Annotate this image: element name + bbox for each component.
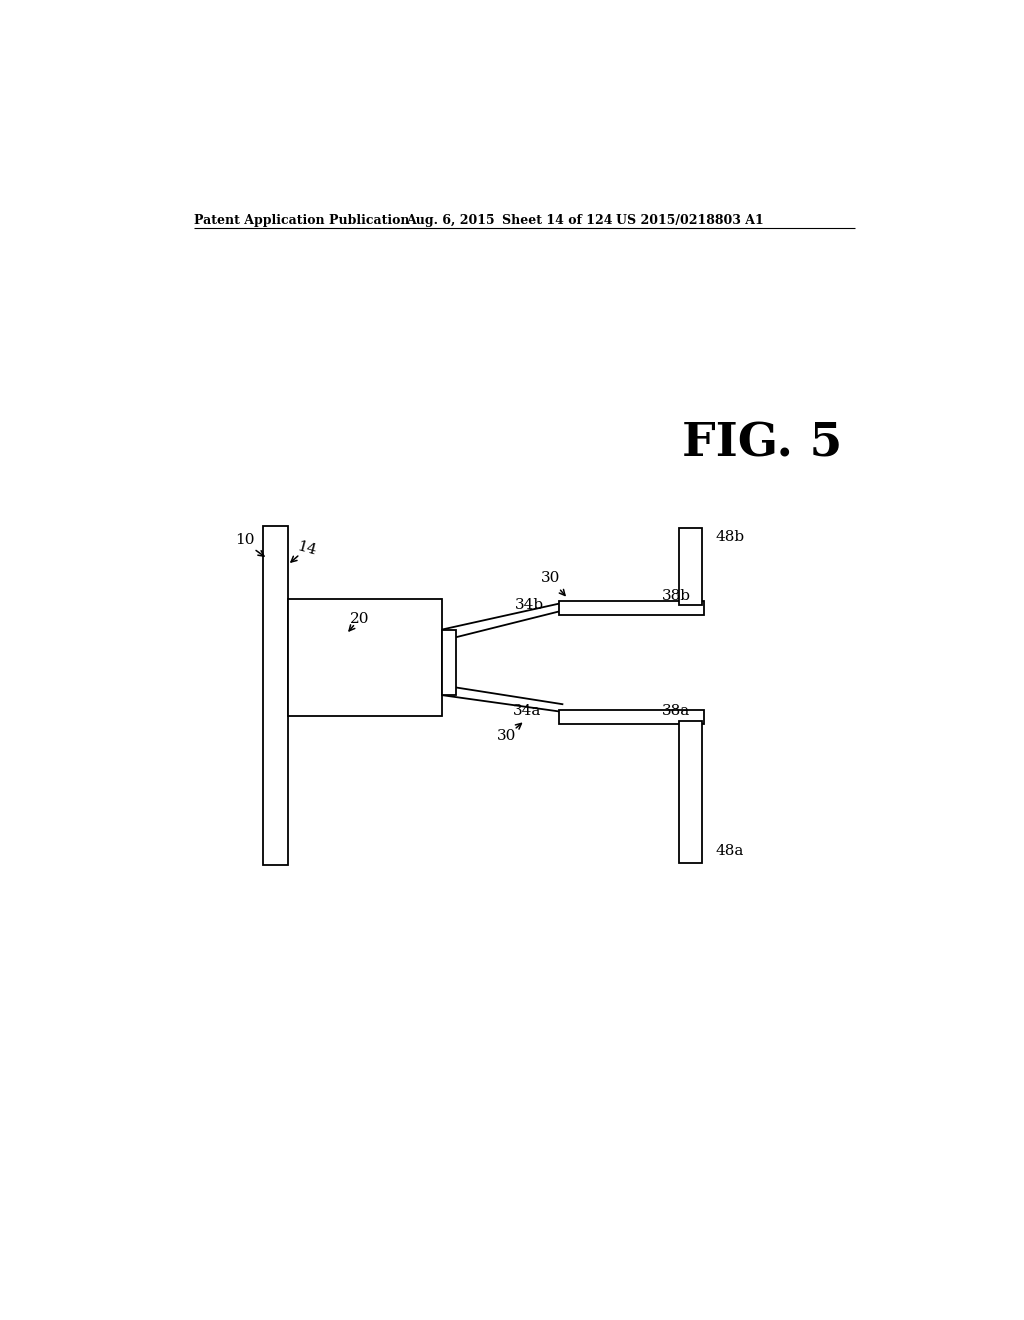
Bar bbox=[559, 601, 705, 615]
Text: 48a: 48a bbox=[716, 845, 744, 858]
Text: 20: 20 bbox=[350, 612, 370, 626]
Text: 38a: 38a bbox=[662, 705, 690, 718]
Bar bbox=[263, 527, 288, 866]
Bar bbox=[288, 599, 441, 715]
Text: 30: 30 bbox=[542, 572, 561, 585]
Text: 38b: 38b bbox=[662, 589, 691, 603]
Text: 10: 10 bbox=[234, 532, 254, 546]
Text: 34a: 34a bbox=[513, 705, 542, 718]
Text: Patent Application Publication: Patent Application Publication bbox=[195, 214, 410, 227]
Text: US 2015/0218803 A1: US 2015/0218803 A1 bbox=[615, 214, 764, 227]
Bar bbox=[441, 630, 456, 696]
Text: Sheet 14 of 124: Sheet 14 of 124 bbox=[503, 214, 613, 227]
Text: 34b: 34b bbox=[515, 598, 544, 612]
Bar bbox=[679, 528, 701, 605]
Text: Aug. 6, 2015: Aug. 6, 2015 bbox=[407, 214, 495, 227]
Text: FIG. 5: FIG. 5 bbox=[682, 420, 842, 466]
Text: 48b: 48b bbox=[716, 531, 744, 544]
Bar bbox=[559, 710, 705, 725]
Bar bbox=[679, 721, 701, 863]
Text: 14: 14 bbox=[295, 540, 317, 558]
Text: 30: 30 bbox=[497, 729, 516, 743]
